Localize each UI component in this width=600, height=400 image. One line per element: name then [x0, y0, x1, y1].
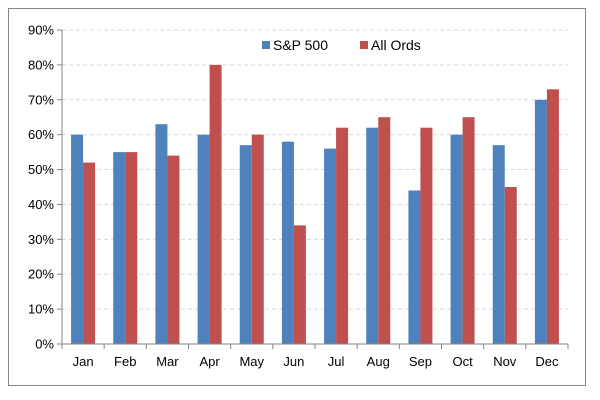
bar-allords-oct: [462, 117, 475, 344]
y-axis: 0% 10% 20% 30% 40% 50% 60% 70% 80% 90%: [28, 23, 63, 352]
y-tick-label: 90%: [28, 23, 54, 38]
bar-sp500-nov: [492, 145, 505, 344]
bar-allords-sep: [420, 127, 433, 344]
legend-swatch-allords: [360, 41, 368, 49]
legend-label-sp500: S&P 500: [273, 37, 328, 53]
bar-allords-jan: [83, 162, 96, 344]
x-tick-label: Mar: [156, 354, 179, 369]
bar-allords-dec: [546, 89, 559, 344]
bar-allords-may: [251, 134, 264, 344]
bar-sp500-mar: [155, 124, 168, 344]
x-tick-label: May: [239, 354, 264, 369]
bar-allords-apr: [209, 64, 222, 344]
x-tick-label: Oct: [452, 354, 473, 369]
bar-sp500-may: [239, 145, 252, 344]
bar-allords-nov: [504, 187, 517, 344]
y-tick-label: 70%: [28, 92, 54, 107]
bar-sp500-feb: [113, 152, 126, 344]
y-tick-label: 20%: [28, 267, 54, 282]
x-tick-label: Nov: [493, 354, 517, 369]
bar-allords-mar: [167, 155, 180, 344]
x-tick-label: Jun: [283, 354, 304, 369]
y-tick-label: 80%: [28, 57, 54, 72]
bar-sp500-aug: [366, 127, 379, 344]
bar-allords-jun: [293, 225, 306, 344]
x-tick-label: Jan: [73, 354, 94, 369]
x-tick-label: Dec: [535, 354, 559, 369]
bar-sp500-dec: [534, 99, 547, 345]
bar-sp500-sep: [408, 190, 421, 344]
x-tick-label: Jul: [328, 354, 345, 369]
x-tick-label: Sep: [409, 354, 432, 369]
y-tick-label: 0%: [35, 337, 54, 352]
x-tick-label: Apr: [199, 354, 220, 369]
x-axis: Jan Feb Mar Apr May Jun Jul Aug Sep Oct Nov Dec: [61, 343, 569, 369]
gridlines: [62, 29, 568, 310]
y-tick-label: 50%: [28, 162, 54, 177]
y-tick-label: 10%: [28, 302, 54, 317]
bar-sp500-jan: [71, 134, 84, 344]
bar-sp500-apr: [197, 134, 210, 344]
legend-swatch-sp500: [262, 41, 270, 49]
x-tick-label: Feb: [114, 354, 136, 369]
x-tick-label: Aug: [367, 354, 390, 369]
bar-allords-aug: [378, 117, 391, 344]
legend-label-allords: All Ords: [371, 37, 421, 53]
legend: S&P 500 All Ords: [262, 37, 421, 53]
y-tick-label: 60%: [28, 127, 54, 142]
bar-allords-feb: [125, 152, 138, 344]
bar-sp500-jul: [324, 148, 337, 344]
bar-sp500-oct: [450, 134, 463, 344]
y-tick-label: 40%: [28, 197, 54, 212]
y-tick-label: 30%: [28, 232, 54, 247]
bars: [71, 64, 559, 345]
bar-allords-jul: [336, 127, 349, 344]
bar-sp500-jun: [281, 141, 294, 344]
